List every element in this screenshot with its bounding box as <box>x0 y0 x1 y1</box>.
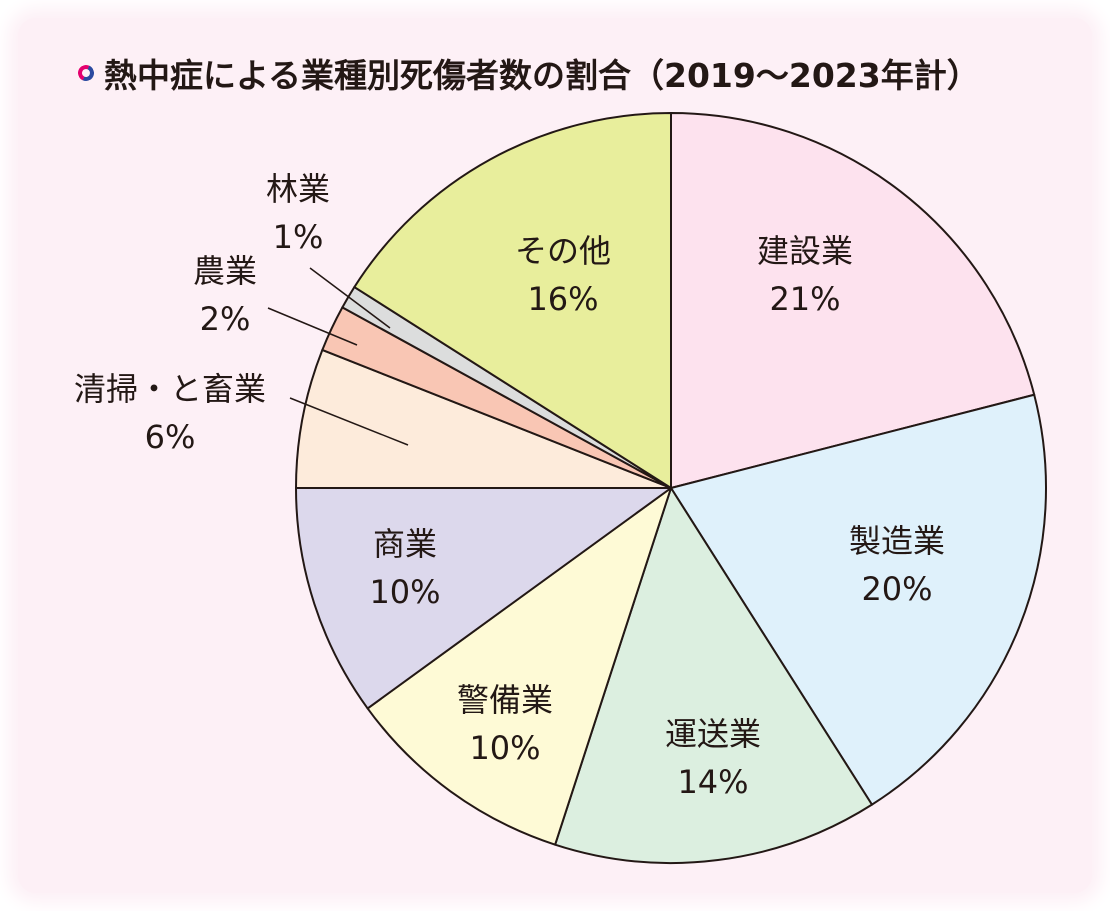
slice-label-forestry: 林業 <box>266 170 330 208</box>
slice-label-construction: 建設業 <box>757 232 853 270</box>
slice-label-cleaning-slaughter: 清掃・と畜業 <box>74 370 266 408</box>
slice-label-transport: 運送業 <box>665 715 761 753</box>
leader-line-forestry <box>309 267 391 329</box>
pie-slice-transport <box>554 487 873 864</box>
leader-line-cleaning-slaughter <box>289 397 409 446</box>
slice-label-manufacturing: 製造業 <box>849 522 945 560</box>
slice-label-other: その他 <box>515 232 611 270</box>
pie-slice-commerce <box>295 487 672 710</box>
pie-slice-other <box>353 112 672 489</box>
slice-value-manufacturing: 20% <box>861 570 932 608</box>
chart-title-row: 熱中症による業種別死傷者数の割合（2019～2023年計） <box>75 50 980 96</box>
slice-value-security: 10% <box>469 729 540 767</box>
slice-value-other: 16% <box>527 280 598 318</box>
slice-label-security: 警備業 <box>457 681 553 719</box>
slice-value-commerce: 10% <box>369 573 440 611</box>
slice-value-cleaning-slaughter: 6% <box>145 418 196 456</box>
slice-label-agriculture: 農業 <box>193 252 257 290</box>
slice-value-agriculture: 2% <box>200 300 251 338</box>
slice-value-construction: 21% <box>769 280 840 318</box>
chart-title: 熱中症による業種別死傷者数の割合（2019～2023年計） <box>104 56 980 95</box>
pie-slice-cleaning-slaughter <box>295 348 672 489</box>
slice-label-commerce: 商業 <box>373 525 437 563</box>
slice-value-transport: 14% <box>677 763 748 801</box>
pie-slice-security <box>366 487 672 846</box>
pie-slice-construction <box>670 112 1036 489</box>
leader-line-agriculture <box>267 307 358 346</box>
pie-slice-manufacturing <box>670 393 1048 806</box>
slice-value-forestry: 1% <box>273 218 324 256</box>
